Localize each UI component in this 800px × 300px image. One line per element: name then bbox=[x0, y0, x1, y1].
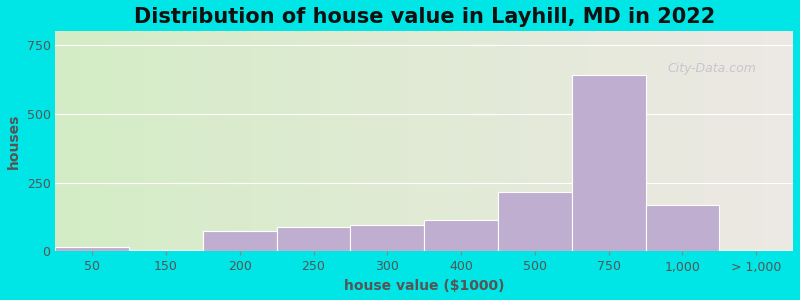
Bar bbox=[498, 192, 572, 251]
Bar bbox=[350, 225, 424, 251]
Bar bbox=[719, 250, 793, 251]
Bar bbox=[646, 205, 719, 251]
Bar bbox=[55, 247, 129, 251]
Bar bbox=[572, 75, 646, 251]
Title: Distribution of house value in Layhill, MD in 2022: Distribution of house value in Layhill, … bbox=[134, 7, 715, 27]
Bar bbox=[203, 231, 277, 251]
Bar bbox=[424, 220, 498, 251]
Text: City-Data.com: City-Data.com bbox=[668, 62, 757, 75]
X-axis label: house value ($1000): house value ($1000) bbox=[344, 279, 505, 293]
Bar bbox=[277, 227, 350, 251]
Y-axis label: houses: houses bbox=[7, 114, 21, 169]
Bar bbox=[129, 250, 203, 251]
